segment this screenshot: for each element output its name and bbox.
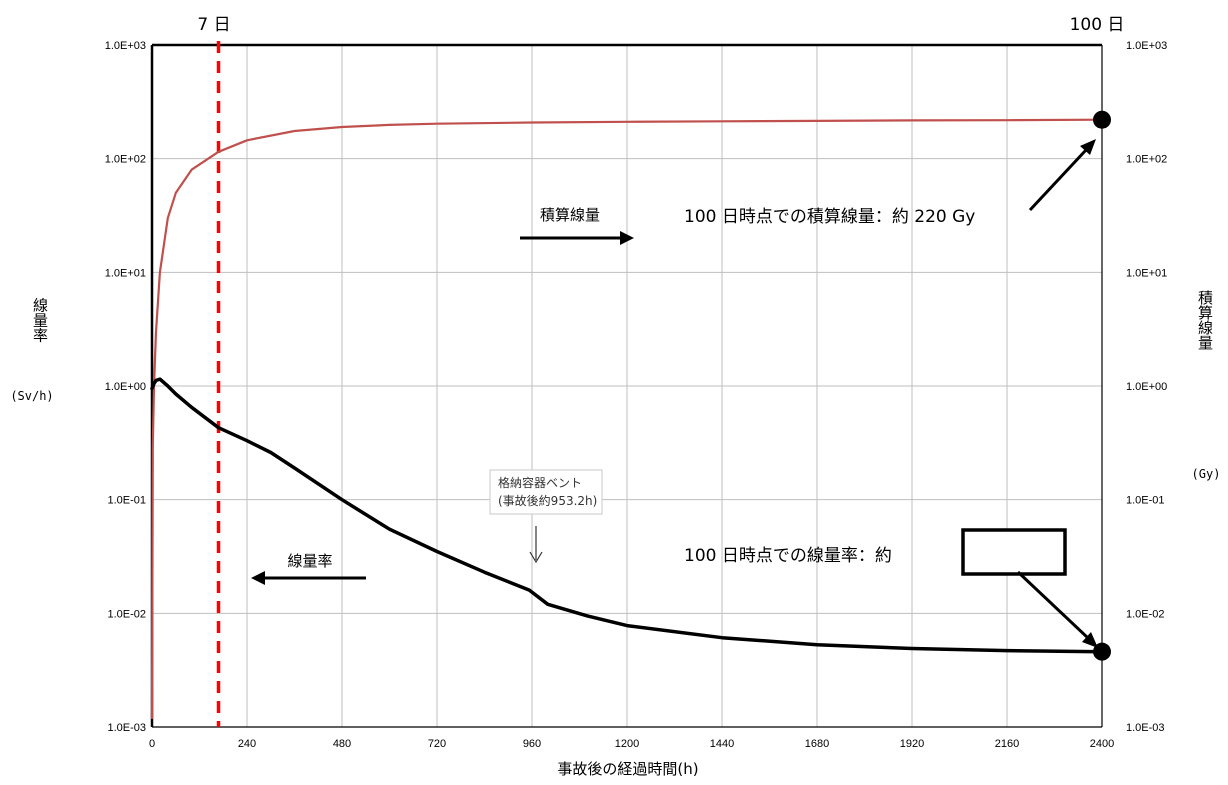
y-tick-label-left: 1.0E+01 — [105, 267, 146, 279]
y-tick-label-left: 1.0E-03 — [107, 722, 146, 734]
y-tick-label-left: 1.0E-02 — [107, 608, 146, 620]
x-tick-label: 2160 — [995, 738, 1019, 750]
left-axis-unit: (Sv/h) — [10, 389, 53, 403]
cumulative-annotation-arrow — [1028, 139, 1096, 212]
vent-callout-line2: (事故後約953.2h) — [498, 493, 597, 508]
cumulative-arrow — [520, 231, 634, 245]
y-tick-label-right: 1.0E-02 — [1126, 608, 1165, 620]
cumulative-dose-line-end-point — [1093, 110, 1111, 129]
rate-annotation-arrow — [1016, 570, 1098, 648]
series-layer — [150, 41, 1111, 727]
x-tick-label: 1200 — [615, 738, 639, 750]
y-tick-label-right: 1.0E+01 — [1126, 267, 1167, 279]
rate-series-label: 線量率 — [287, 552, 332, 570]
cumulative-dose-line — [150, 118, 1104, 720]
left-axis-title: 線量率 — [31, 298, 49, 343]
right-axis-title: 積算線量 — [1196, 290, 1214, 350]
x-tick-label: 960 — [523, 738, 541, 750]
x-axis-title: 事故後の経過時間(h) — [557, 760, 698, 778]
x-tick-label: 1920 — [900, 738, 924, 750]
tick-labels: 0 240 480 720 960 1200 1440 1680 1920 2160 2400 1.0… — [105, 40, 1168, 750]
right-axis-unit: (Gy) — [1192, 467, 1221, 481]
vent-callout: 格納容器ベント (事故後約953.2h) — [489, 469, 603, 564]
x-tick-label: 0 — [149, 738, 155, 750]
y-tick-label-right: 1.0E+03 — [1126, 40, 1167, 52]
y-tick-label-right: 1.0E-03 — [1126, 722, 1165, 734]
y-tick-label-left: 1.0E-01 — [107, 495, 146, 507]
cumulative-100day-annotation: 100 日時点での積算線量：約 220 Gy — [684, 207, 975, 227]
day7-label: 7 日 — [197, 15, 230, 35]
rate-arrow — [251, 571, 366, 585]
y-tick-label-left: 1.0E+02 — [105, 154, 146, 166]
x-tick-label: 1680 — [805, 738, 829, 750]
day100-label: 100 日 — [1070, 15, 1125, 35]
vent-callout-line1: 格納容器ベント — [498, 475, 582, 490]
x-tick-label: 240 — [238, 738, 256, 750]
rate-100day-annotation: 100 日時点での線量率：約 — [684, 546, 892, 566]
x-tick-label: 480 — [333, 738, 351, 750]
y-tick-label-right: 1.0E+00 — [1126, 381, 1167, 393]
dose-rate-line — [150, 377, 1104, 654]
y-tick-label-right: 1.0E-01 — [1126, 495, 1165, 507]
vent-callout-box — [489, 469, 603, 515]
y-tick-label-left: 1.0E+03 — [105, 40, 146, 52]
x-tick-label: 2400 — [1090, 738, 1114, 750]
y-tick-label-right: 1.0E+02 — [1126, 154, 1167, 166]
redacted-value-box — [961, 528, 1067, 576]
x-tick-label: 1440 — [710, 738, 734, 750]
x-tick-label: 720 — [428, 738, 446, 750]
cumulative-series-label: 積算線量 — [540, 206, 600, 224]
y-tick-label-left: 1.0E+00 — [105, 381, 146, 393]
